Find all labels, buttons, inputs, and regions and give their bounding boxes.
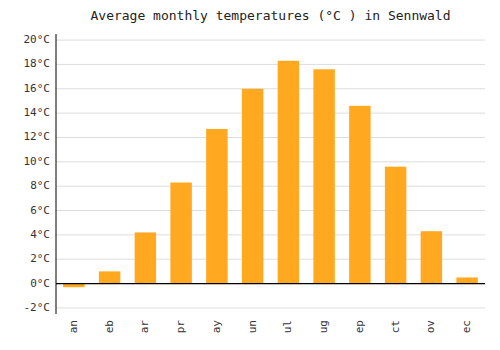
y-tick-labels: -2°C 0°C 2°C 4°C 6°C 8°C 10°C 12°C 14°C 16°C 18°C 2…	[24, 33, 51, 314]
x-tick-label: ar	[138, 320, 151, 334]
bar	[206, 129, 227, 284]
grid-line	[56, 210, 485, 211]
grid-line	[56, 137, 485, 138]
y-tick-label: 2°C	[30, 252, 50, 265]
bar	[313, 69, 334, 283]
x-tick-label: ay	[210, 320, 223, 334]
x-tick-labels: an eb ar pr ay un ul ug ep ct ov ec	[67, 320, 473, 334]
y-tick-label: 12°C	[24, 130, 51, 143]
bars	[63, 61, 478, 287]
bar	[170, 183, 191, 284]
bar	[385, 167, 406, 284]
x-tick-label: eb	[103, 320, 116, 333]
grid-line	[56, 88, 485, 89]
y-tick-label: 16°C	[24, 82, 51, 95]
y-tick-label: 4°C	[30, 228, 50, 241]
bar	[349, 106, 370, 284]
grid-line	[56, 40, 485, 41]
y-tick-label: 20°C	[24, 33, 51, 46]
y-tick-label: 10°C	[24, 155, 51, 168]
x-tick-label: ct	[389, 320, 402, 333]
x-tick-label: pr	[174, 320, 187, 334]
grid-line	[56, 307, 485, 308]
y-tick-label: 8°C	[30, 179, 50, 192]
bar	[278, 61, 299, 284]
y-tick-label: 18°C	[24, 57, 51, 70]
x-tick-label: ep	[353, 320, 366, 333]
bar	[99, 271, 120, 283]
chart: Average monthly temperatures (°C ) in Se…	[0, 0, 500, 350]
y-tick-label: 6°C	[30, 204, 50, 217]
grid-line	[56, 113, 485, 114]
x-tick-label: ul	[281, 320, 294, 333]
x-tick-label: ug	[317, 320, 330, 333]
grid-line	[56, 161, 485, 162]
y-axis-line	[56, 34, 57, 314]
x-tick-label: un	[246, 320, 259, 333]
bar	[456, 277, 477, 283]
grid-line	[56, 186, 485, 187]
bar	[135, 232, 156, 283]
grid	[56, 40, 485, 308]
bar	[421, 231, 442, 283]
grid-line	[56, 64, 485, 65]
zero-line	[56, 283, 485, 284]
bar	[242, 89, 263, 284]
grid-line	[56, 283, 485, 284]
x-tick-label: ov	[424, 320, 437, 334]
x-tick-label: an	[67, 320, 80, 333]
y-tick-label: 14°C	[24, 106, 51, 119]
x-tick-label: ec	[460, 320, 473, 333]
y-tick-label: -2°C	[24, 301, 51, 314]
y-tick-label: 0°C	[30, 277, 50, 290]
title: Average monthly temperatures (°C ) in Se…	[90, 8, 450, 23]
